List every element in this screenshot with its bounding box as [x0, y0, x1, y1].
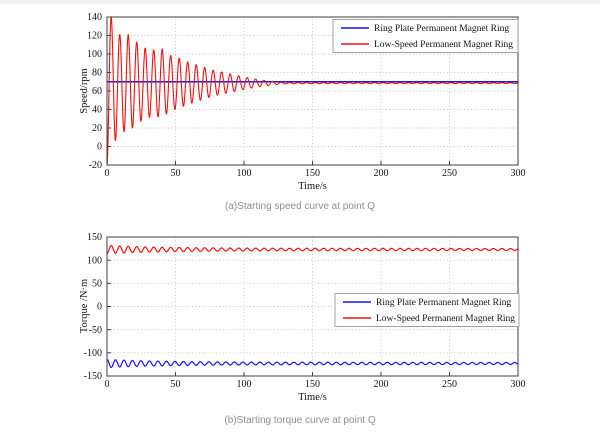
x-tick-label: 200	[374, 379, 389, 390]
torque-chart-plot: 0 50 100 150 200 250 300 -150 -100 -50 0 50 100 150	[84, 232, 526, 390]
speed-chart-legend: Ring Plate Permanent Magnet Ring Low-Spe…	[332, 19, 519, 53]
series-low-speed-permanent-magnet-ring	[106, 244, 519, 255]
axis-ticks: 0 50 100 150 200 250 300 -150 -100 -50 0 50 100 150	[84, 232, 526, 390]
x-tick-label: 250	[442, 379, 457, 390]
y-tick-label: -100	[84, 348, 102, 359]
y-tick-label: 0	[97, 142, 102, 153]
speed-legend-label-low-speed: Low-Speed Permanent Magnet Ring	[374, 40, 513, 50]
caption-speed-chart: (a)Starting speed curve at point Q	[224, 201, 376, 212]
torque-chart-legend: Ring Plate Permanent Magnet Ring Low-Spe…	[334, 293, 520, 327]
speed-legend-box	[332, 19, 519, 53]
y-tick-label: 50	[92, 279, 102, 290]
torque-yaxis-label: Torque /N·m	[79, 279, 90, 333]
y-tick-label: 20	[92, 123, 102, 134]
y-tick-label: 100	[87, 255, 102, 266]
y-tick-label: 140	[87, 12, 102, 23]
speed-xaxis-label: Time/s	[298, 181, 327, 192]
y-tick-label: 60	[92, 86, 102, 97]
y-tick-label: 80	[92, 68, 102, 79]
caption-torque-chart: (b)Starting torque curve at point Q	[224, 415, 376, 426]
torque-xaxis-label: Time/s	[298, 392, 327, 403]
x-tick-label: 250	[442, 168, 457, 179]
x-tick-label: 100	[237, 379, 252, 390]
y-tick-label: -150	[84, 371, 102, 382]
x-tick-label: 50	[171, 379, 181, 390]
x-tick-label: 0	[105, 379, 110, 390]
x-tick-label: 0	[105, 168, 110, 179]
x-tick-label: 50	[171, 168, 181, 179]
series-ring-plate-permanent-magnet-ring	[106, 358, 519, 369]
torque-legend-box	[334, 293, 520, 327]
y-tick-label: -20	[89, 160, 102, 171]
grid-lines	[107, 237, 518, 376]
torque-legend-label-low-speed: Low-Speed Permanent Magnet Ring	[376, 314, 515, 324]
x-tick-label: 300	[511, 168, 526, 179]
x-tick-label: 150	[305, 168, 320, 179]
y-tick-label: 150	[87, 232, 102, 243]
torque-legend-label-ring-plate: Ring Plate Permanent Magnet Ring	[376, 298, 511, 308]
y-tick-label: 0	[97, 302, 102, 313]
y-tick-label: 100	[87, 49, 102, 60]
window-top-edge	[0, 0, 600, 4]
y-tick-label: -50	[89, 325, 102, 336]
speed-yaxis-label: Speed/rpm	[79, 68, 90, 114]
x-tick-label: 300	[511, 379, 526, 390]
x-tick-label: 200	[374, 168, 389, 179]
series-low-speed-permanent-magnet-ring	[106, 16, 519, 166]
speed-legend-label-ring-plate: Ring Plate Permanent Magnet Ring	[374, 24, 509, 34]
x-tick-label: 150	[305, 379, 320, 390]
plot-frame	[106, 16, 519, 166]
x-tick-label: 100	[237, 168, 252, 179]
y-tick-label: 120	[87, 31, 102, 42]
y-tick-label: 40	[92, 105, 102, 116]
